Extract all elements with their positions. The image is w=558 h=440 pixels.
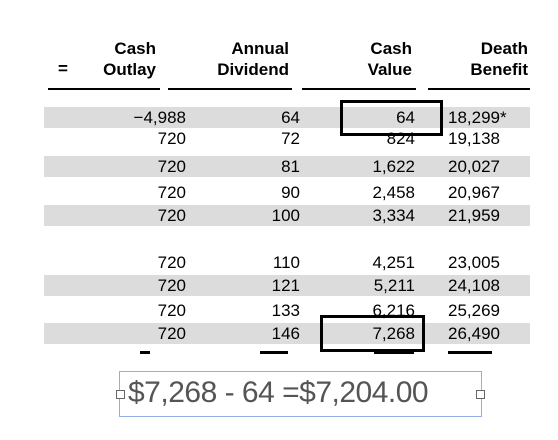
cropped-row-edge bbox=[44, 351, 530, 355]
cash-outlay-cell: 720 bbox=[157, 129, 186, 148]
table-row: 720 90 2,458 20,967 bbox=[44, 182, 530, 203]
dividend-cell: 133 bbox=[271, 301, 300, 320]
cash-value-cell: 4,251 bbox=[372, 253, 415, 272]
cash-outlay-cell: 720 bbox=[157, 324, 186, 343]
cash-value-cell: 7,268 bbox=[372, 324, 415, 343]
death-benefit-cell: 20,027 bbox=[448, 157, 500, 176]
calculation-text: $7,268 - 64 =$7,204.00 bbox=[128, 376, 429, 409]
death-benefit-cell: 25,269 bbox=[448, 301, 500, 320]
header-cash-value: Cash Value bbox=[368, 38, 412, 80]
calculation-text-box[interactable]: $7,268 - 64 =$7,204.00 bbox=[116, 371, 485, 417]
header-cash-outlay: Cash Outlay bbox=[103, 38, 156, 80]
table-row: 720 100 3,334 21,959 bbox=[44, 205, 530, 226]
highlight-box-cash-value-end bbox=[320, 315, 425, 352]
table-row: 720 81 1,622 20,027 bbox=[44, 156, 530, 177]
header-underline bbox=[168, 88, 292, 90]
dividend-cell: 72 bbox=[281, 129, 300, 148]
cash-outlay-cell: −4,988 bbox=[133, 108, 186, 127]
table-row: 720 110 4,251 23,005 bbox=[44, 252, 530, 273]
header-underline bbox=[428, 88, 530, 90]
cash-value-cell: 1,622 bbox=[372, 157, 415, 176]
death-benefit-cell: 20,967 bbox=[448, 183, 500, 202]
header-underline bbox=[302, 88, 416, 90]
death-benefit-cell: 18,299* bbox=[448, 108, 507, 127]
cash-outlay-cell: 720 bbox=[157, 253, 186, 272]
header-cash-outlay-line1: Cash bbox=[114, 39, 156, 58]
cash-value-cell: 64 bbox=[396, 108, 415, 127]
dividend-cell: 121 bbox=[271, 276, 300, 295]
header-annual-dividend: Annual Dividend bbox=[217, 38, 289, 80]
death-benefit-cell: 26,490 bbox=[448, 324, 500, 343]
table-row: −4,988 64 64 18,299* bbox=[44, 107, 530, 128]
header-death-benefit-line1: Death bbox=[480, 39, 528, 58]
cash-outlay-cell: 720 bbox=[157, 157, 186, 176]
header-annual-dividend-line1: Annual bbox=[231, 39, 289, 58]
dividend-cell: 81 bbox=[281, 157, 300, 176]
header-cash-value-line2: Value bbox=[367, 60, 412, 79]
resize-handle-left[interactable] bbox=[116, 390, 125, 399]
death-benefit-cell: 21,959 bbox=[448, 206, 500, 225]
table-row: 720 133 6,216 25,269 bbox=[44, 300, 530, 321]
cash-outlay-cell: 720 bbox=[157, 276, 186, 295]
header-cash-outlay-line2: Outlay bbox=[103, 60, 156, 79]
cash-value-cell: 2,458 bbox=[372, 183, 415, 202]
table-row: 720 72 824 19,138 bbox=[44, 128, 530, 149]
header-death-benefit-line2: Benefit bbox=[470, 60, 528, 79]
dividend-cell: 100 bbox=[271, 206, 300, 225]
cash-outlay-cell: 720 bbox=[157, 183, 186, 202]
header-underline bbox=[48, 88, 160, 90]
dividend-cell: 64 bbox=[281, 108, 300, 127]
cash-value-cell: 5,211 bbox=[373, 276, 415, 295]
header-death-benefit: Death Benefit bbox=[470, 38, 528, 80]
resize-handle-right[interactable] bbox=[476, 390, 485, 399]
header-annual-dividend-line2: Dividend bbox=[217, 60, 289, 79]
death-benefit-cell: 24,108 bbox=[448, 276, 500, 295]
table-row: 720 121 5,211 24,108 bbox=[44, 275, 530, 296]
header-cash-value-line1: Cash bbox=[370, 39, 412, 58]
dividend-cell: 110 bbox=[272, 253, 300, 272]
dividend-cell: 90 bbox=[281, 183, 300, 202]
death-benefit-cell: 19,138 bbox=[448, 129, 500, 148]
cash-outlay-cell: 720 bbox=[157, 301, 186, 320]
equals-sign: = bbox=[58, 59, 68, 78]
highlight-box-cash-value-start bbox=[340, 100, 443, 136]
death-benefit-cell: 23,005 bbox=[448, 253, 500, 272]
cash-outlay-cell: 720 bbox=[157, 206, 186, 225]
cash-value-cell: 3,334 bbox=[372, 206, 415, 225]
table-row: 720 146 7,268 26,490 bbox=[44, 323, 530, 344]
dividend-cell: 146 bbox=[271, 324, 300, 343]
